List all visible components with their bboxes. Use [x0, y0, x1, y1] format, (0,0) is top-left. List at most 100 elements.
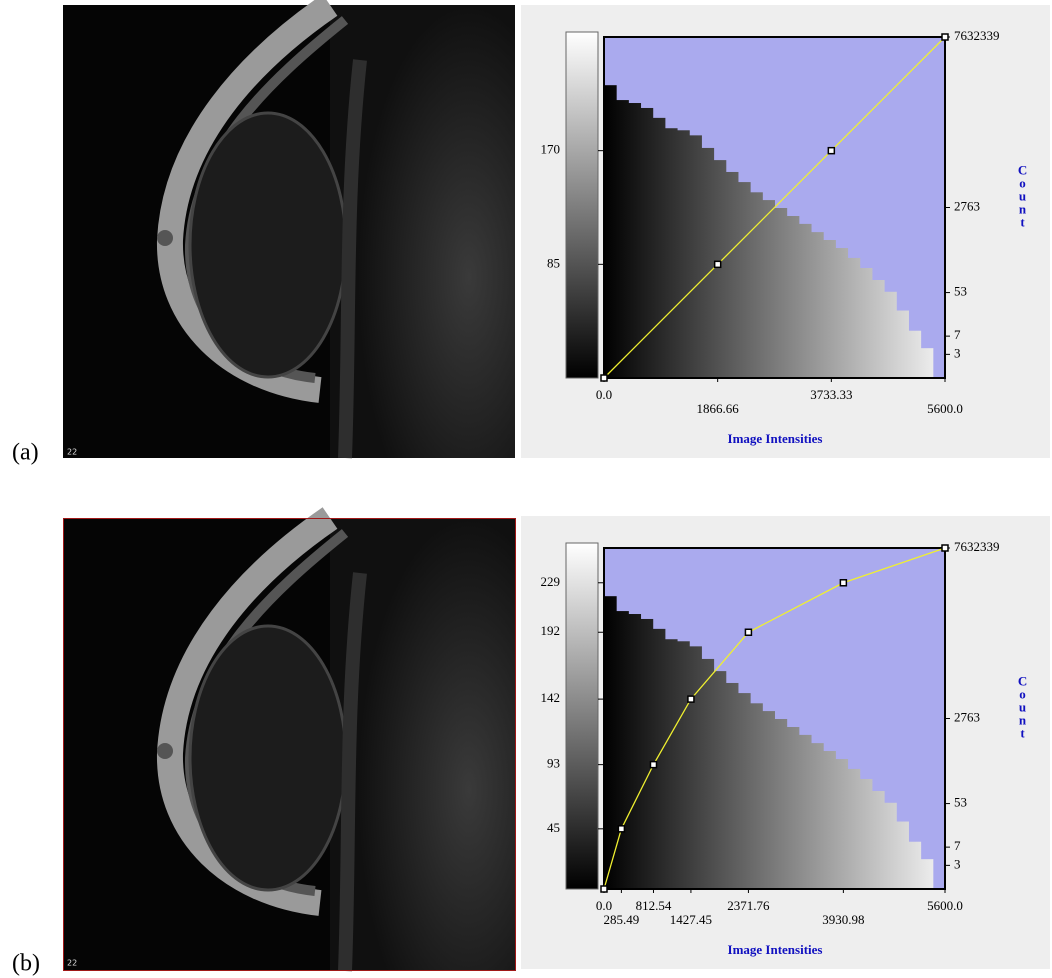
- control-point: [715, 261, 721, 267]
- histogram-bar: [738, 693, 751, 889]
- y-tick-label: 142: [541, 690, 561, 705]
- histogram-bar: [884, 292, 897, 378]
- histogram-bar: [677, 641, 690, 889]
- histogram-bar: [799, 735, 812, 889]
- histogram-bar: [823, 751, 836, 889]
- y-tick-label: 93: [547, 756, 560, 771]
- control-point: [745, 629, 751, 635]
- y2-tick-label: 3: [954, 345, 961, 360]
- x-axis-title: Image Intensities: [728, 942, 823, 957]
- control-point: [942, 545, 948, 551]
- control-point: [618, 826, 624, 832]
- histogram-bar: [921, 348, 934, 378]
- histogram-bar: [714, 160, 727, 378]
- histogram-bar: [665, 128, 678, 378]
- histogram-bar: [860, 268, 873, 378]
- histogram-bar: [677, 130, 690, 378]
- x-tick-label: 812.54: [636, 898, 672, 913]
- histogram-bar: [641, 108, 654, 378]
- histogram-bar: [726, 172, 739, 378]
- control-point: [840, 580, 846, 586]
- histogram-bar: [641, 619, 654, 889]
- histogram-bar: [750, 703, 763, 889]
- y2-axis-title: Count: [1015, 163, 1030, 228]
- histogram-bar: [616, 100, 629, 378]
- histogram-bar: [726, 683, 739, 889]
- histogram-bar: [665, 639, 678, 889]
- histogram-bar: [811, 232, 824, 378]
- histogram-bar: [750, 192, 763, 378]
- x-tick-label: 1427.45: [670, 912, 712, 927]
- histogram-bar: [896, 822, 909, 889]
- x-tick-label: 1866.66: [697, 401, 740, 416]
- histogram-bar: [714, 671, 727, 889]
- y2-tick-label: 3: [954, 856, 961, 871]
- histogram-bar: [653, 629, 666, 889]
- x-tick-label: 0.0: [596, 898, 612, 913]
- panel-label: (a): [12, 440, 39, 466]
- y-tick-label: 170: [541, 142, 561, 157]
- y2-tick-label: 7: [954, 327, 961, 342]
- image-label: 22: [67, 448, 77, 457]
- histogram-bar: [811, 743, 824, 889]
- x-tick-label: 5600.0: [927, 898, 963, 913]
- histogram-bar: [653, 118, 666, 378]
- histogram-bar: [921, 859, 934, 889]
- y2-tick-label: 7: [954, 838, 961, 853]
- histogram-bar: [689, 135, 702, 378]
- histogram-bar: [628, 103, 641, 378]
- histogram-bar: [775, 719, 788, 889]
- y2-tick-label: 2763: [954, 709, 980, 724]
- histogram-bar: [775, 208, 788, 378]
- figure: (a) 22 85 170 0.0 1866.66 3733.33 5600.0 3 7 53 276…: [0, 0, 1052, 978]
- y2-axis-title: Count: [1015, 674, 1030, 739]
- panel-label: (b): [12, 951, 40, 977]
- histogram-bar: [884, 803, 897, 889]
- y-tick-label: 45: [547, 820, 560, 835]
- histogram-bar: [604, 596, 617, 889]
- histogram-bar: [762, 200, 775, 378]
- colorbar: [566, 543, 598, 889]
- x-tick-label: 285.49: [604, 912, 640, 927]
- histogram-bar: [689, 646, 702, 889]
- histogram-bar: [762, 711, 775, 889]
- histogram-bar: [628, 614, 641, 889]
- colorbar: [566, 32, 598, 378]
- histogram-bar: [908, 842, 921, 889]
- histogram-bar: [848, 769, 861, 889]
- image-label: 22: [67, 959, 77, 968]
- control-point: [828, 148, 834, 154]
- y-tick-label: 229: [541, 574, 561, 589]
- control-point: [601, 886, 607, 892]
- x-tick-label: 0.0: [596, 387, 612, 402]
- control-point: [688, 696, 694, 702]
- histogram-bar: [701, 659, 714, 889]
- mri-image: [63, 518, 515, 971]
- control-point: [942, 34, 948, 40]
- control-point: [650, 762, 656, 768]
- histogram-bar: [848, 258, 861, 378]
- y2-tick-label: 53: [954, 795, 967, 810]
- histogram-bar: [604, 85, 617, 378]
- histogram-bar: [701, 148, 714, 378]
- x-tick-label: 5600.0: [927, 401, 963, 416]
- mri-image: [63, 5, 515, 458]
- histogram-bar: [860, 779, 873, 889]
- histogram-bar: [787, 727, 800, 889]
- y-tick-label: 85: [547, 255, 560, 270]
- histogram-bar: [616, 611, 629, 889]
- histogram-bar: [896, 311, 909, 378]
- y-tick-label: 192: [541, 623, 561, 638]
- histogram-bar: [738, 182, 751, 378]
- y2-tick-label: 7632339: [954, 539, 1000, 554]
- x-axis-title: Image Intensities: [728, 431, 823, 446]
- histogram-bar: [835, 759, 848, 889]
- histogram-bar: [799, 224, 812, 378]
- histogram-bar: [823, 240, 836, 378]
- histogram-bar: [908, 331, 921, 378]
- y2-tick-label: 2763: [954, 198, 980, 213]
- x-tick-label: 3733.33: [810, 387, 852, 402]
- y2-tick-label: 7632339: [954, 28, 1000, 43]
- x-tick-label: 3930.98: [822, 912, 864, 927]
- control-point: [601, 375, 607, 381]
